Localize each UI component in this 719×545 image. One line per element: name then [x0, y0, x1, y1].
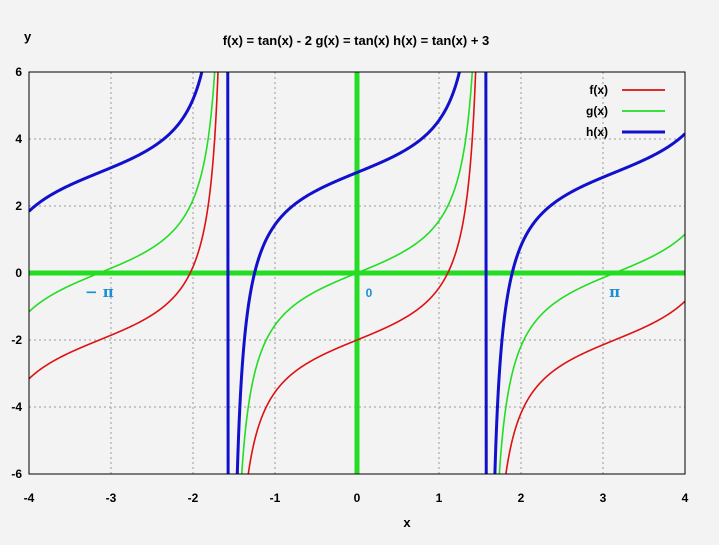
y-tick-label: -4 [11, 400, 22, 414]
series-line-f(x) [29, 72, 229, 474]
y-tick-label: 4 [15, 132, 22, 146]
series-line-g(x) [240, 72, 474, 474]
y-axis-label: y [24, 29, 32, 44]
y-tick-label: 6 [15, 65, 22, 79]
plot-frame [28, 71, 686, 475]
x-axis-label: x [403, 515, 411, 530]
x-tick-label: 0 [354, 491, 361, 505]
y-tick-label: 2 [15, 199, 22, 213]
x-tick-label: -2 [188, 491, 199, 505]
y-tick-label: 0 [15, 266, 22, 280]
y-tick-label: -6 [11, 467, 22, 481]
annotation-label: π [609, 283, 620, 301]
series-line-f(x) [247, 72, 477, 474]
x-tick-label: 4 [682, 491, 689, 505]
legend: f(x) g(x) h(x) [586, 83, 665, 139]
x-tick-label: 2 [518, 491, 525, 505]
annotation-label: − π [85, 283, 114, 301]
series-line-g(x) [485, 72, 685, 474]
x-tick-label: 1 [436, 491, 443, 505]
chart-title: f(x) = tan(x) - 2 g(x) = tan(x) h(x) = t… [223, 33, 490, 48]
series-line-h(x) [484, 72, 685, 474]
legend-label: h(x) [586, 125, 608, 139]
y-tick-label: -2 [11, 333, 22, 347]
x-tick-label: -1 [270, 491, 281, 505]
series-line-h(x) [235, 72, 461, 474]
x-tick-label: -4 [24, 491, 35, 505]
x-tick-label: -3 [106, 491, 117, 505]
legend-label: f(x) [589, 83, 608, 97]
series-line-f(x) [485, 72, 685, 474]
pi-annotations: − π 0 π [85, 283, 620, 301]
series-curves [29, 72, 685, 474]
x-tick-label: 3 [600, 491, 607, 505]
legend-label: g(x) [586, 104, 608, 118]
series-line-g(x) [29, 72, 229, 474]
series-line-h(x) [29, 72, 230, 474]
annotation-label: 0 [366, 286, 373, 300]
